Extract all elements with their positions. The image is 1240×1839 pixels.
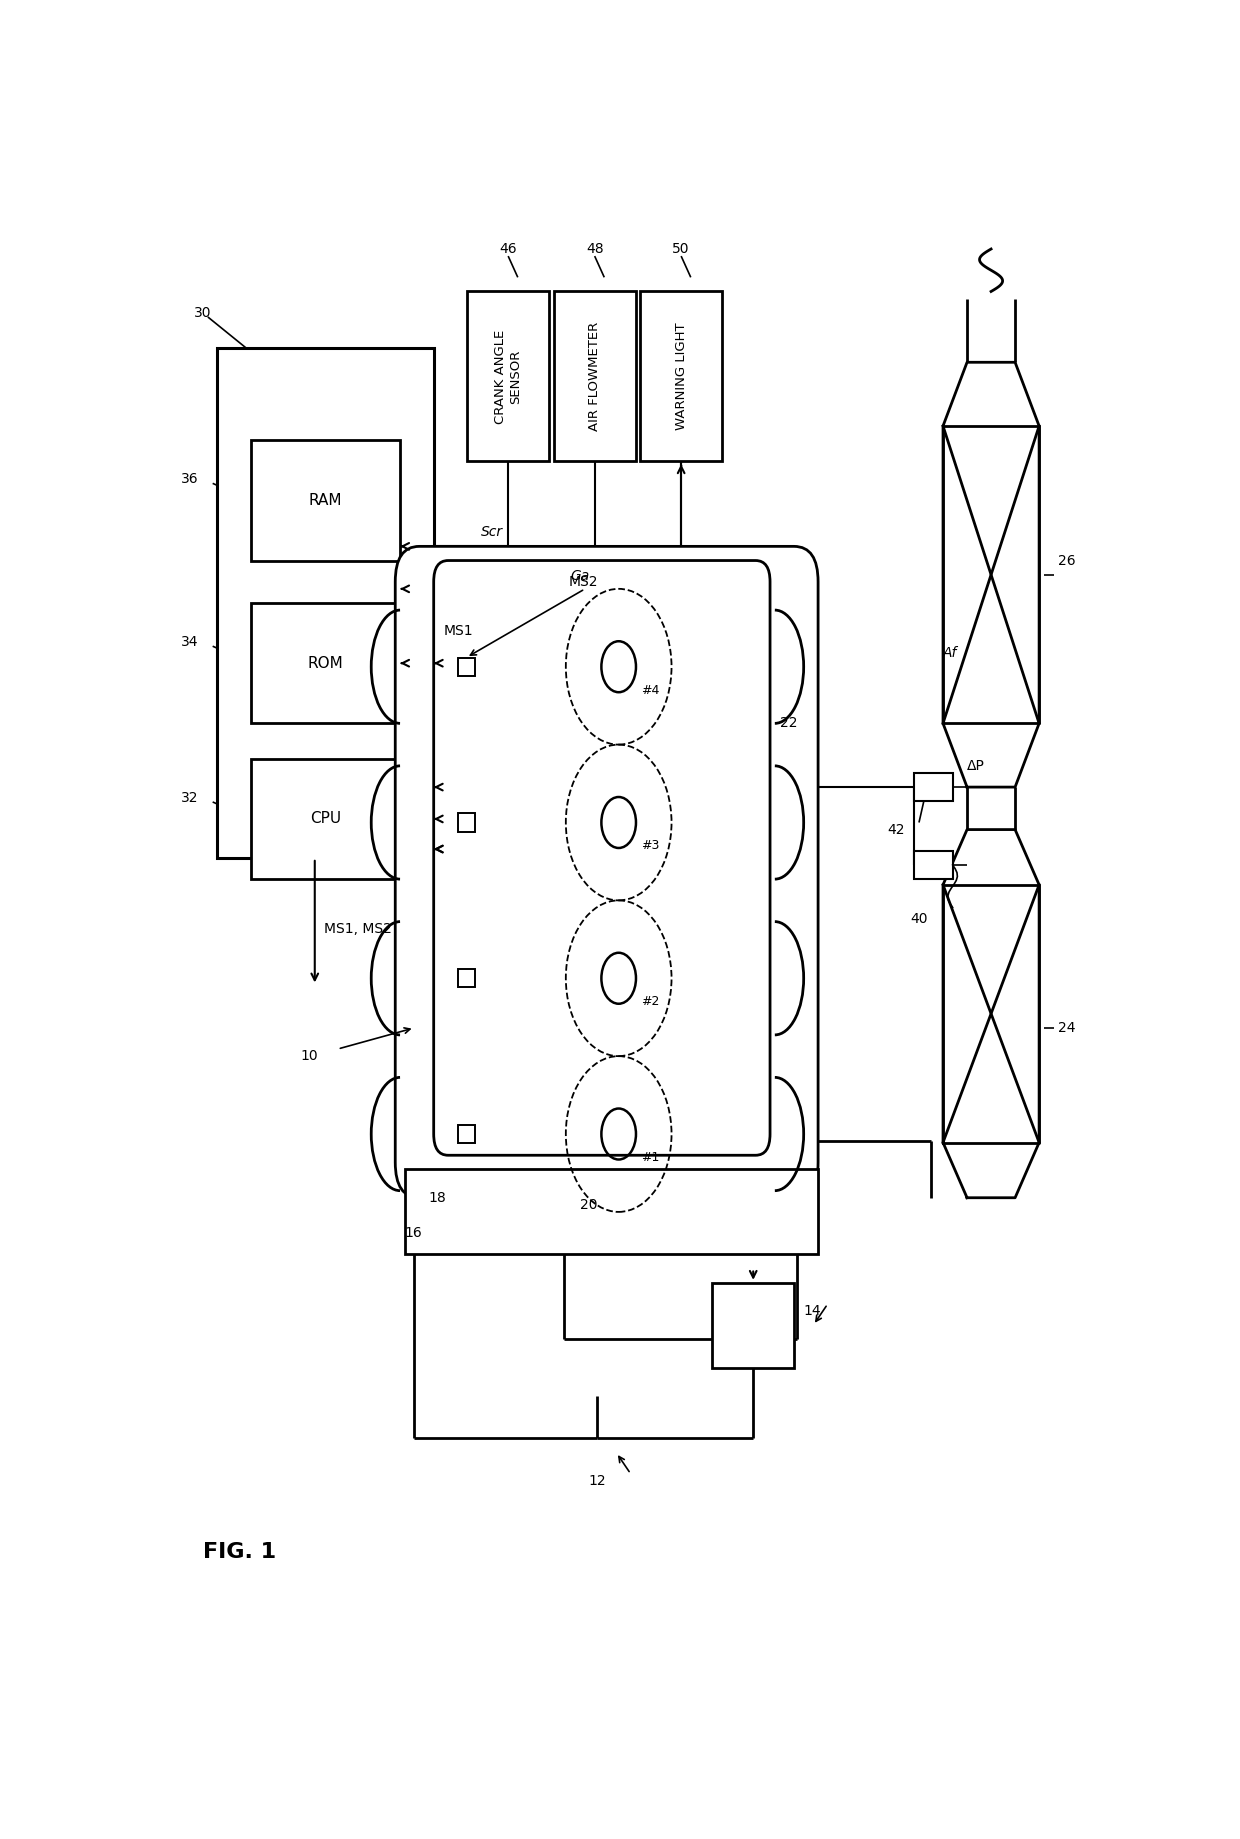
Text: Af: Af <box>942 645 957 660</box>
Text: FIG. 1: FIG. 1 <box>203 1541 277 1561</box>
Bar <box>217 348 434 857</box>
Text: RAM: RAM <box>309 493 342 508</box>
Text: 16: 16 <box>404 1227 423 1239</box>
Text: 10: 10 <box>300 1048 317 1063</box>
Text: #2: #2 <box>641 995 660 1008</box>
Text: CRANK ANGLE
SENSOR: CRANK ANGLE SENSOR <box>495 329 522 423</box>
Text: AIR FLOWMETER: AIR FLOWMETER <box>588 322 601 430</box>
Text: MS1, MS2: MS1, MS2 <box>325 921 392 936</box>
Bar <box>458 1125 475 1144</box>
Text: CPU: CPU <box>310 811 341 826</box>
Text: 20: 20 <box>580 1197 598 1212</box>
Bar <box>458 813 475 831</box>
Bar <box>713 1284 794 1368</box>
FancyBboxPatch shape <box>396 546 818 1197</box>
Text: 36: 36 <box>181 473 198 485</box>
Text: 50: 50 <box>672 243 689 256</box>
Text: 30: 30 <box>193 305 211 320</box>
Text: ΔP: ΔP <box>967 760 985 772</box>
Bar <box>458 658 475 677</box>
Text: #1: #1 <box>641 1151 660 1164</box>
Bar <box>404 1170 818 1254</box>
Text: WARNING LIGHT: WARNING LIGHT <box>675 322 688 430</box>
FancyBboxPatch shape <box>434 561 770 1155</box>
Text: 48: 48 <box>585 243 604 256</box>
Bar <box>458 969 475 988</box>
Text: 18: 18 <box>429 1190 446 1205</box>
Text: 22: 22 <box>780 717 797 730</box>
Bar <box>250 760 401 879</box>
Text: 12: 12 <box>588 1473 606 1488</box>
Text: #3: #3 <box>641 839 660 853</box>
Text: 14: 14 <box>804 1304 821 1319</box>
Bar <box>250 440 401 561</box>
Bar <box>914 772 952 802</box>
Text: 34: 34 <box>181 634 198 649</box>
Text: 42: 42 <box>887 822 904 837</box>
Bar <box>914 851 952 879</box>
Text: ROM: ROM <box>308 657 343 671</box>
Bar <box>467 292 549 462</box>
Text: 46: 46 <box>500 243 517 256</box>
Bar <box>554 292 636 462</box>
Bar <box>250 603 401 723</box>
Text: #4: #4 <box>641 684 660 697</box>
Text: 24: 24 <box>1058 1021 1076 1035</box>
Text: 26: 26 <box>1058 554 1076 568</box>
Text: Scr: Scr <box>481 526 503 539</box>
Text: Ga: Ga <box>570 570 590 583</box>
Text: 32: 32 <box>181 791 198 805</box>
Text: MS2: MS2 <box>568 576 598 588</box>
Text: 40: 40 <box>910 912 928 925</box>
Text: MS1: MS1 <box>444 623 472 638</box>
Bar <box>640 292 722 462</box>
